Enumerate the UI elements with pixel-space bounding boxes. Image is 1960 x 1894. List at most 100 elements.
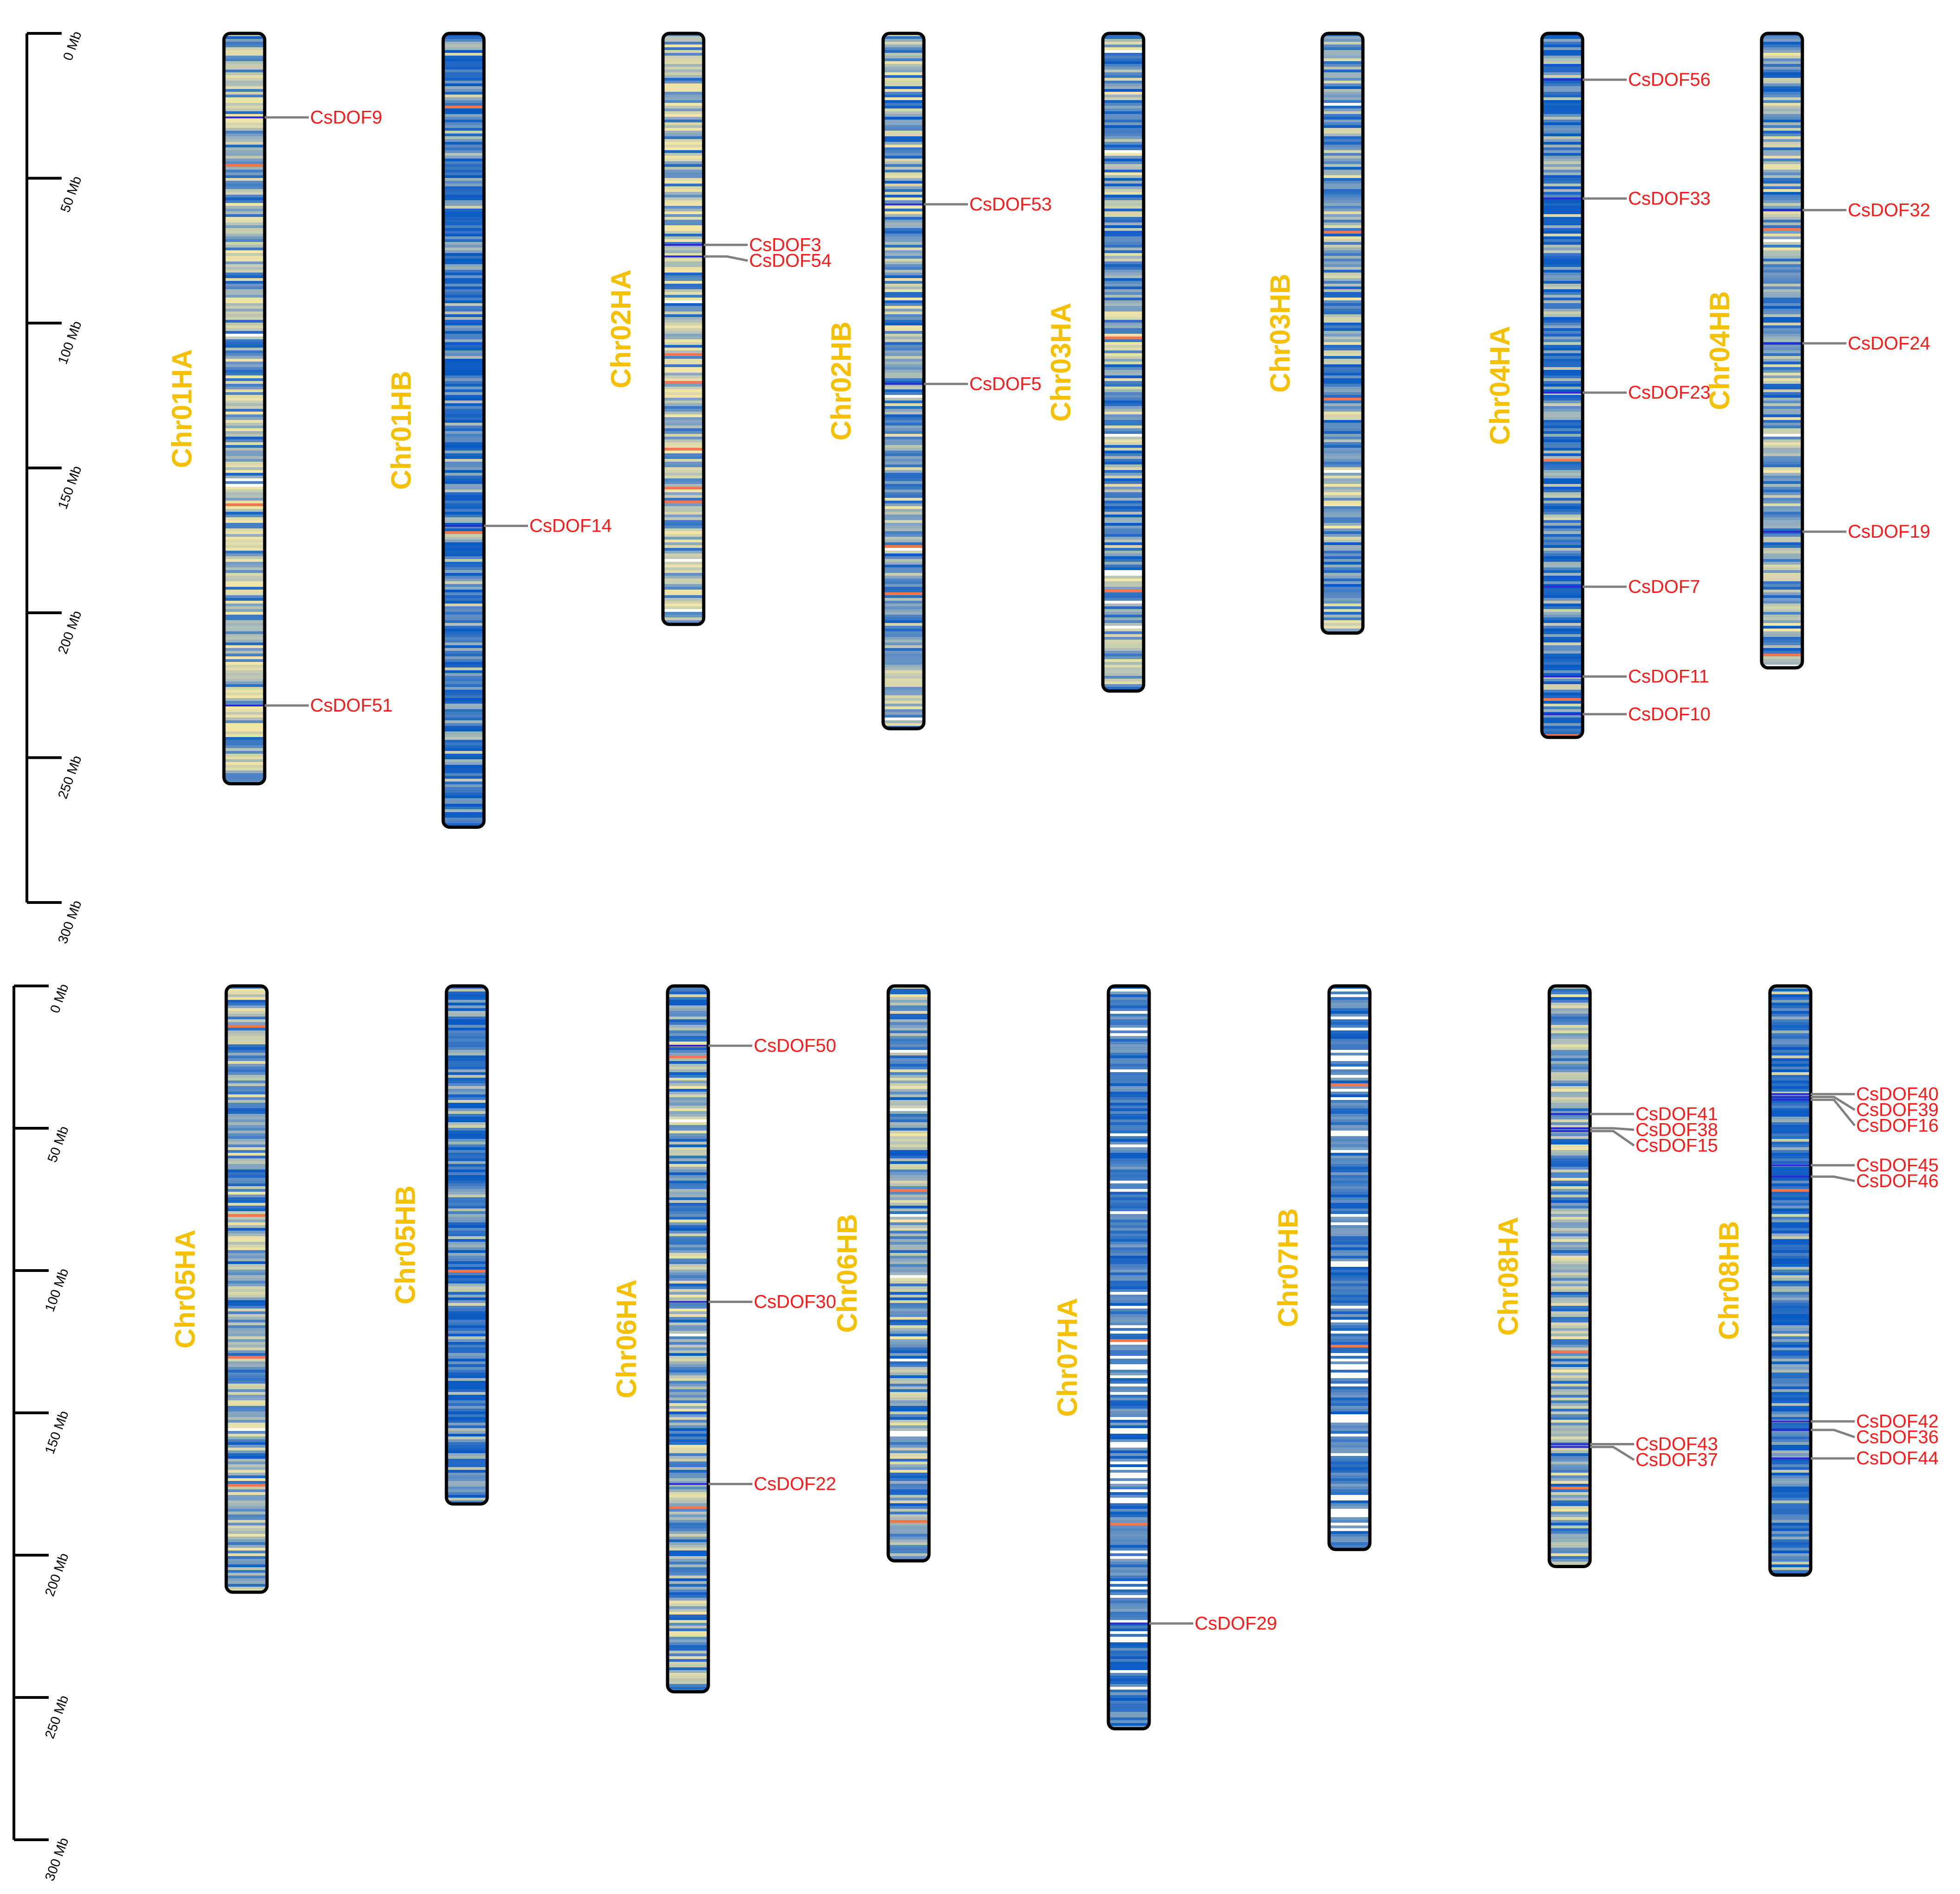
density-bin <box>1108 1353 1149 1356</box>
density-bin <box>224 370 265 373</box>
density-bin <box>1322 67 1363 70</box>
density-bin <box>1103 334 1144 337</box>
density-bin <box>1762 186 1802 190</box>
density-bin <box>224 451 265 454</box>
density-bin <box>446 1386 487 1390</box>
density-bin <box>443 756 484 760</box>
density-bin <box>1322 300 1363 304</box>
density-bin <box>443 275 484 279</box>
chromosome-chr03ha: Chr03HA <box>1045 32 1145 693</box>
density-bin <box>668 1309 708 1312</box>
density-bin <box>1322 303 1363 306</box>
density-bin <box>1762 378 1802 381</box>
density-bin <box>1108 1311 1149 1315</box>
density-bin <box>1549 1183 1590 1187</box>
density-bin <box>226 1025 267 1028</box>
density-bin <box>443 798 484 801</box>
density-bin <box>226 1297 267 1301</box>
density-bin <box>1329 1197 1370 1201</box>
density-bin <box>226 1464 267 1468</box>
density-bin <box>1329 1289 1370 1292</box>
density-bin <box>224 197 265 201</box>
gene-leader-line <box>1811 1175 1855 1182</box>
density-bin <box>443 209 484 212</box>
density-bin <box>1103 578 1144 582</box>
density-bin <box>1542 492 1583 496</box>
density-bin <box>443 540 484 543</box>
density-bin <box>1549 1537 1590 1540</box>
density-bin <box>888 1475 929 1479</box>
gene-label-csdof39: CsDOF39 <box>1856 1100 1939 1120</box>
density-bin <box>1103 484 1144 487</box>
density-bin <box>1549 1431 1590 1434</box>
density-bin <box>1322 389 1363 393</box>
density-bin <box>888 1150 929 1153</box>
density-bin <box>224 236 265 240</box>
density-bin <box>663 278 704 281</box>
density-bin <box>1762 106 1802 109</box>
density-bin <box>663 428 704 432</box>
density-bin <box>1103 400 1144 404</box>
density-bin <box>1542 431 1583 434</box>
density-bin <box>1762 339 1802 343</box>
density-bin <box>443 551 484 554</box>
density-bin <box>224 339 265 343</box>
density-bin <box>1542 128 1583 131</box>
density-bin <box>668 1119 708 1123</box>
density-bin <box>1762 86 1802 89</box>
density-bin <box>1322 108 1363 112</box>
density-bin <box>1103 303 1144 306</box>
density-bin <box>1103 239 1144 242</box>
density-bin <box>1103 626 1144 629</box>
density-bin <box>1322 320 1363 323</box>
density-bin <box>1108 1503 1149 1506</box>
density-bin <box>1762 364 1802 368</box>
density-bin <box>1329 1512 1370 1515</box>
density-bin <box>1103 147 1144 151</box>
density-bin <box>888 1450 929 1454</box>
density-bin <box>1329 1133 1370 1137</box>
density-bin <box>888 1478 929 1481</box>
density-bin <box>1329 1431 1370 1434</box>
density-bin <box>443 512 484 515</box>
density-bin <box>226 1320 267 1323</box>
density-bin <box>1542 150 1583 153</box>
density-bin <box>1329 1233 1370 1237</box>
density-bin <box>1542 236 1583 240</box>
density-bin <box>443 170 484 173</box>
density-bin <box>883 723 924 726</box>
density-bin <box>1549 1414 1590 1417</box>
density-bin <box>446 1133 487 1137</box>
density-bin <box>1542 261 1583 265</box>
density-bin <box>1770 1044 1811 1048</box>
density-bin <box>224 384 265 387</box>
density-bin <box>1542 170 1583 173</box>
density-bin <box>1322 175 1363 178</box>
density-bin <box>1542 501 1583 504</box>
density-bin <box>1542 690 1583 693</box>
density-bin <box>1108 1392 1149 1395</box>
density-bin <box>1322 553 1363 557</box>
density-bin <box>224 456 265 459</box>
density-bin <box>1549 1464 1590 1468</box>
density-bin <box>668 1626 708 1629</box>
density-bin <box>668 1556 708 1559</box>
density-bin <box>1762 406 1802 409</box>
density-bin <box>668 1386 708 1390</box>
density-bin <box>443 743 484 746</box>
density-bin <box>1103 681 1144 685</box>
density-bin <box>1542 534 1583 537</box>
gene-label-csdof5: CsDOF5 <box>969 374 1042 394</box>
density-bin <box>1770 1142 1811 1145</box>
density-bin <box>668 1117 708 1120</box>
density-bin <box>663 353 704 356</box>
density-bin <box>1108 1436 1149 1440</box>
density-bin <box>1103 292 1144 295</box>
density-bin <box>888 1328 929 1331</box>
density-bin <box>1103 598 1144 601</box>
density-bin <box>1108 1100 1149 1103</box>
density-bin <box>1108 1336 1149 1340</box>
density-bin <box>443 231 484 234</box>
density-bin <box>1770 1072 1811 1075</box>
density-bin <box>443 395 484 398</box>
